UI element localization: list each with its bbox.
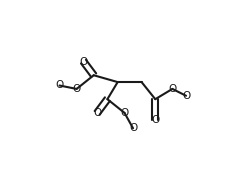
Text: O: O	[182, 91, 190, 101]
Text: O: O	[168, 84, 177, 94]
Text: O: O	[79, 57, 88, 67]
Text: O: O	[129, 123, 137, 133]
Text: O: O	[93, 108, 101, 118]
Text: O: O	[72, 84, 81, 94]
Text: O: O	[55, 81, 64, 90]
Text: O: O	[151, 115, 159, 125]
Text: O: O	[120, 108, 129, 118]
